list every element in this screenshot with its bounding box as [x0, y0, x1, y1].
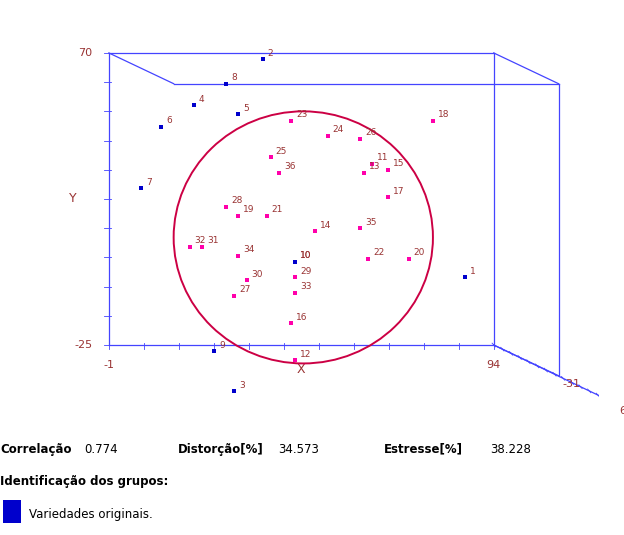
- Text: -31: -31: [563, 379, 580, 389]
- Text: 33: 33: [300, 282, 311, 291]
- Text: 29: 29: [300, 267, 311, 276]
- Text: 10: 10: [300, 251, 311, 261]
- Text: 17: 17: [393, 187, 405, 196]
- Text: 30: 30: [251, 270, 263, 279]
- Text: 38.228: 38.228: [490, 443, 531, 456]
- Text: Variedades originais.: Variedades originais.: [29, 508, 152, 521]
- Text: 36: 36: [284, 162, 295, 171]
- Text: 15: 15: [393, 159, 405, 168]
- Text: 94: 94: [487, 361, 501, 370]
- Text: -25: -25: [74, 340, 92, 350]
- Text: 4: 4: [199, 95, 205, 104]
- Text: Z: Z: [623, 395, 624, 406]
- Text: 31: 31: [207, 236, 218, 245]
- Text: 19: 19: [243, 205, 255, 215]
- Text: Correlação: Correlação: [0, 443, 72, 456]
- Text: 5: 5: [243, 104, 249, 113]
- Text: 0.774: 0.774: [84, 443, 118, 456]
- Text: 35: 35: [365, 218, 376, 227]
- Text: Distorção[%]: Distorção[%]: [178, 443, 263, 456]
- Text: 10: 10: [300, 251, 311, 261]
- Text: 28: 28: [231, 196, 243, 205]
- Text: 13: 13: [369, 162, 381, 171]
- Text: 26: 26: [365, 128, 376, 137]
- Text: Estresse[%]: Estresse[%]: [384, 443, 463, 456]
- Text: Y: Y: [69, 193, 76, 205]
- Text: 32: 32: [195, 236, 206, 245]
- Text: 34.573: 34.573: [278, 443, 319, 456]
- Text: 3: 3: [239, 380, 245, 389]
- Text: 18: 18: [438, 110, 449, 119]
- Text: 64: 64: [619, 407, 624, 416]
- Text: X: X: [297, 363, 306, 376]
- Text: 9: 9: [219, 341, 225, 349]
- Text: 24: 24: [333, 125, 344, 134]
- Bar: [3, 500, 21, 523]
- Text: 2: 2: [268, 49, 273, 58]
- Text: 8: 8: [231, 73, 237, 82]
- Text: 7: 7: [146, 178, 152, 187]
- Text: -1: -1: [104, 361, 114, 370]
- Text: 12: 12: [300, 350, 311, 359]
- Text: 11: 11: [377, 153, 389, 162]
- Text: 16: 16: [296, 313, 308, 322]
- Text: 27: 27: [239, 285, 251, 294]
- Text: 70: 70: [79, 48, 92, 58]
- Text: 14: 14: [320, 221, 332, 230]
- Text: 23: 23: [296, 110, 308, 119]
- Text: 21: 21: [271, 205, 283, 215]
- Text: 34: 34: [243, 246, 255, 254]
- Text: 6: 6: [167, 116, 172, 125]
- Text: 20: 20: [414, 248, 425, 257]
- Text: Identificação dos grupos:: Identificação dos grupos:: [0, 475, 168, 488]
- Text: 22: 22: [373, 248, 384, 257]
- Text: 25: 25: [276, 147, 287, 156]
- Text: 1: 1: [470, 267, 476, 276]
